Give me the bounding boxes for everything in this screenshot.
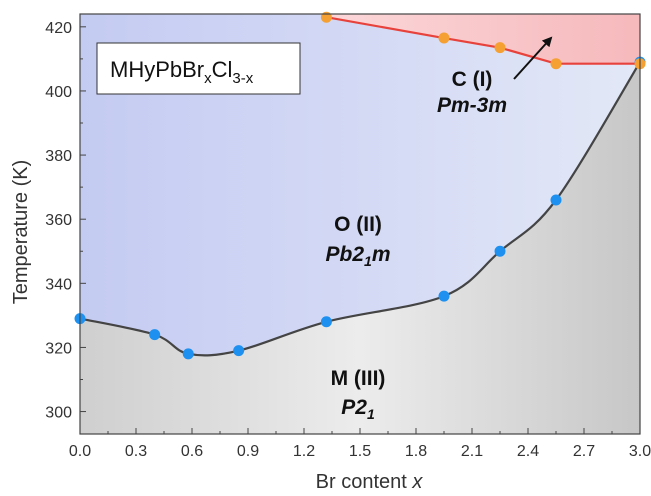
lower-transition-point-2 xyxy=(182,348,194,360)
upper-transition-point-1 xyxy=(438,32,450,44)
orthorhombic-region xyxy=(80,14,640,356)
x-tick-label: 0.0 xyxy=(69,443,91,460)
x-tick-label: 0.3 xyxy=(125,443,147,460)
x-tick-label: 2.1 xyxy=(461,443,483,460)
y-tick-label: 320 xyxy=(45,340,72,357)
lower-transition-point-1 xyxy=(149,329,161,341)
lower-transition-point-5 xyxy=(438,290,450,302)
y-tick-label: 380 xyxy=(45,148,72,165)
x-axis-title: Br content x xyxy=(316,471,424,493)
lower-transition-point-3 xyxy=(233,345,245,357)
lower-transition-point-6 xyxy=(494,245,506,257)
space-group-cubic: Pm-3m xyxy=(437,94,507,117)
y-tick-label: 300 xyxy=(45,405,72,422)
y-tick-label: 360 xyxy=(45,212,72,229)
lower-transition-point-7 xyxy=(550,194,562,206)
upper-transition-point-0 xyxy=(320,11,332,23)
phase-label-monoclinic: M (III) xyxy=(331,367,386,390)
x-tick-label: 1.8 xyxy=(405,443,427,460)
space-group-monoclinic: P21 xyxy=(341,396,375,422)
x-tick-label: 2.7 xyxy=(573,443,595,460)
lower-transition-point-4 xyxy=(320,316,332,328)
y-tick-label: 420 xyxy=(45,20,72,37)
x-tick-label: 1.2 xyxy=(293,443,315,460)
upper-transition-point-2 xyxy=(494,42,506,54)
y-tick-label: 340 xyxy=(45,276,72,293)
y-axis-title: Temperature (K) xyxy=(10,160,32,305)
space-group-orthorhombic: Pb21m xyxy=(326,243,391,269)
plot-frame xyxy=(79,13,641,435)
y-tick-label: 400 xyxy=(45,84,72,101)
x-tick-label: 3.0 xyxy=(629,443,651,460)
x-tick-label: 0.6 xyxy=(181,443,203,460)
monoclinic-region xyxy=(80,62,640,434)
compound-label-box xyxy=(96,42,301,95)
axis-ticks: 0.0 0.3 0.6 0.9 1.2 1.5 1.8 2.1 2.4 2.7 3.0 300 320 3… xyxy=(45,20,651,460)
cubic-region xyxy=(326,14,640,64)
upper-transition-point-3 xyxy=(550,58,562,70)
x-tick-label: 0.9 xyxy=(237,443,259,460)
x-tick-label: 1.5 xyxy=(349,443,371,460)
phase-label-orthorhombic: O (II) xyxy=(334,213,382,236)
cubic-pointer-arrow xyxy=(513,36,553,80)
lower-transition-points xyxy=(74,56,646,360)
compound-label: MHyPbBrxCl3-x xyxy=(110,57,254,87)
phase-label-cubic: C (I) xyxy=(452,68,493,91)
x-tick-label: 2.4 xyxy=(517,443,539,460)
